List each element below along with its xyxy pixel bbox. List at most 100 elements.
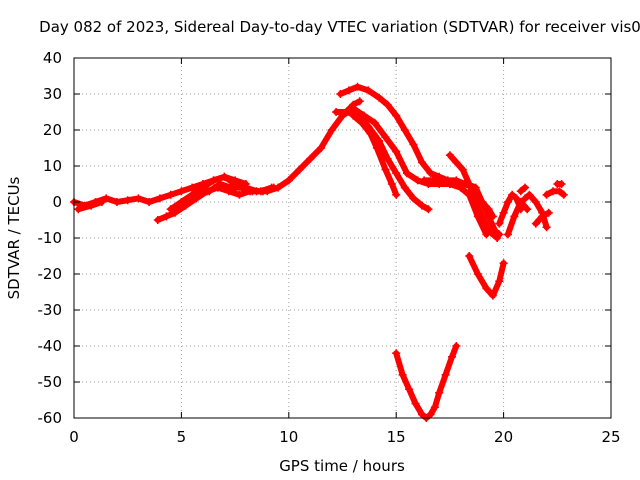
data-series-track-11	[446, 152, 501, 241]
data-point	[364, 86, 373, 95]
data-point	[383, 154, 392, 163]
data-point	[306, 154, 315, 163]
data-point	[259, 187, 268, 196]
data-point	[392, 190, 401, 199]
data-point	[542, 223, 551, 232]
data-point	[484, 226, 493, 235]
data-point	[237, 183, 246, 192]
data-point	[342, 108, 351, 116]
data-point	[452, 158, 461, 167]
x-tick-label: 20	[494, 428, 513, 446]
data-point	[194, 190, 203, 199]
data-point	[123, 196, 132, 205]
data-point	[495, 219, 504, 228]
y-tick-label: 30	[43, 85, 62, 103]
data-point	[112, 198, 121, 206]
data-point	[216, 180, 225, 188]
data-point	[428, 176, 437, 185]
data-point	[437, 176, 446, 185]
data-point	[478, 212, 487, 221]
data-point	[400, 183, 409, 192]
data-point	[153, 216, 162, 224]
data-point	[220, 172, 229, 181]
data-point	[344, 86, 353, 95]
data-point	[87, 201, 96, 210]
data-point	[375, 93, 384, 102]
data-point	[284, 176, 293, 185]
data-point	[226, 183, 235, 192]
data-point	[327, 126, 336, 134]
data-point	[372, 144, 381, 152]
data-point	[503, 198, 512, 206]
data-point	[409, 194, 418, 203]
data-point	[209, 176, 218, 185]
data-point	[398, 370, 407, 379]
data-point	[355, 97, 364, 106]
data-point	[482, 284, 491, 293]
data-point	[521, 183, 530, 192]
x-axis-label: GPS time / hours	[279, 457, 405, 475]
data-point	[409, 140, 418, 149]
data-point	[349, 111, 358, 120]
data-point	[495, 277, 504, 286]
chart-title: Day 082 of 2023, Sidereal Day-to-day VTE…	[39, 18, 640, 36]
data-point	[370, 118, 379, 127]
data-point	[392, 111, 401, 120]
data-point	[544, 208, 553, 217]
data-point	[162, 212, 171, 221]
x-tick-label: 5	[177, 428, 187, 446]
y-tick-label: 0	[52, 193, 62, 211]
data-point	[521, 194, 530, 203]
y-tick-label: -60	[38, 409, 63, 427]
data-point	[493, 234, 502, 242]
data-point	[411, 399, 420, 408]
data-point	[538, 212, 547, 221]
data-series-track-15	[504, 199, 531, 238]
data-point	[430, 403, 439, 412]
data-point	[402, 169, 411, 178]
data-point	[336, 90, 345, 98]
data-point	[454, 180, 463, 188]
data-point	[317, 144, 326, 152]
data-point	[523, 205, 532, 214]
data-point	[392, 147, 401, 156]
data-point	[542, 190, 551, 199]
y-axis-label: SDTVAR / TECUs	[5, 176, 23, 299]
data-point	[510, 212, 519, 221]
data-point	[424, 205, 433, 214]
data-point	[295, 165, 304, 174]
data-point	[383, 100, 392, 109]
data-point	[102, 194, 111, 203]
y-tick-label: 10	[43, 157, 62, 175]
data-point	[525, 190, 534, 199]
data-point	[557, 180, 566, 188]
x-tick-label: 15	[387, 428, 406, 446]
data-point	[392, 349, 401, 358]
data-point	[417, 410, 426, 419]
data-point	[531, 198, 540, 206]
x-tick-label: 0	[69, 428, 79, 446]
y-tick-label: 20	[43, 121, 62, 139]
data-point	[177, 187, 186, 196]
data-point	[155, 194, 164, 203]
data-point	[445, 151, 454, 160]
data-point	[97, 198, 106, 206]
axis-ticks: 0 5 10 15 20 25 40 30 20 10 0 -10 -20 -30 -40 -50 -60	[38, 49, 621, 446]
data-point	[426, 169, 435, 178]
data-point	[426, 410, 435, 419]
data-point	[231, 176, 240, 185]
data-point	[166, 205, 175, 214]
data-point	[166, 190, 175, 199]
data-point	[458, 165, 467, 174]
data-series-track-13	[393, 343, 460, 421]
data-point	[448, 352, 457, 361]
data-point	[357, 118, 366, 127]
y-tick-label: -50	[38, 373, 63, 391]
data-point	[417, 201, 426, 210]
data-point	[488, 291, 497, 300]
data-point	[405, 385, 414, 394]
data-point	[445, 180, 454, 188]
data-point	[503, 230, 512, 239]
data-point	[188, 183, 197, 192]
